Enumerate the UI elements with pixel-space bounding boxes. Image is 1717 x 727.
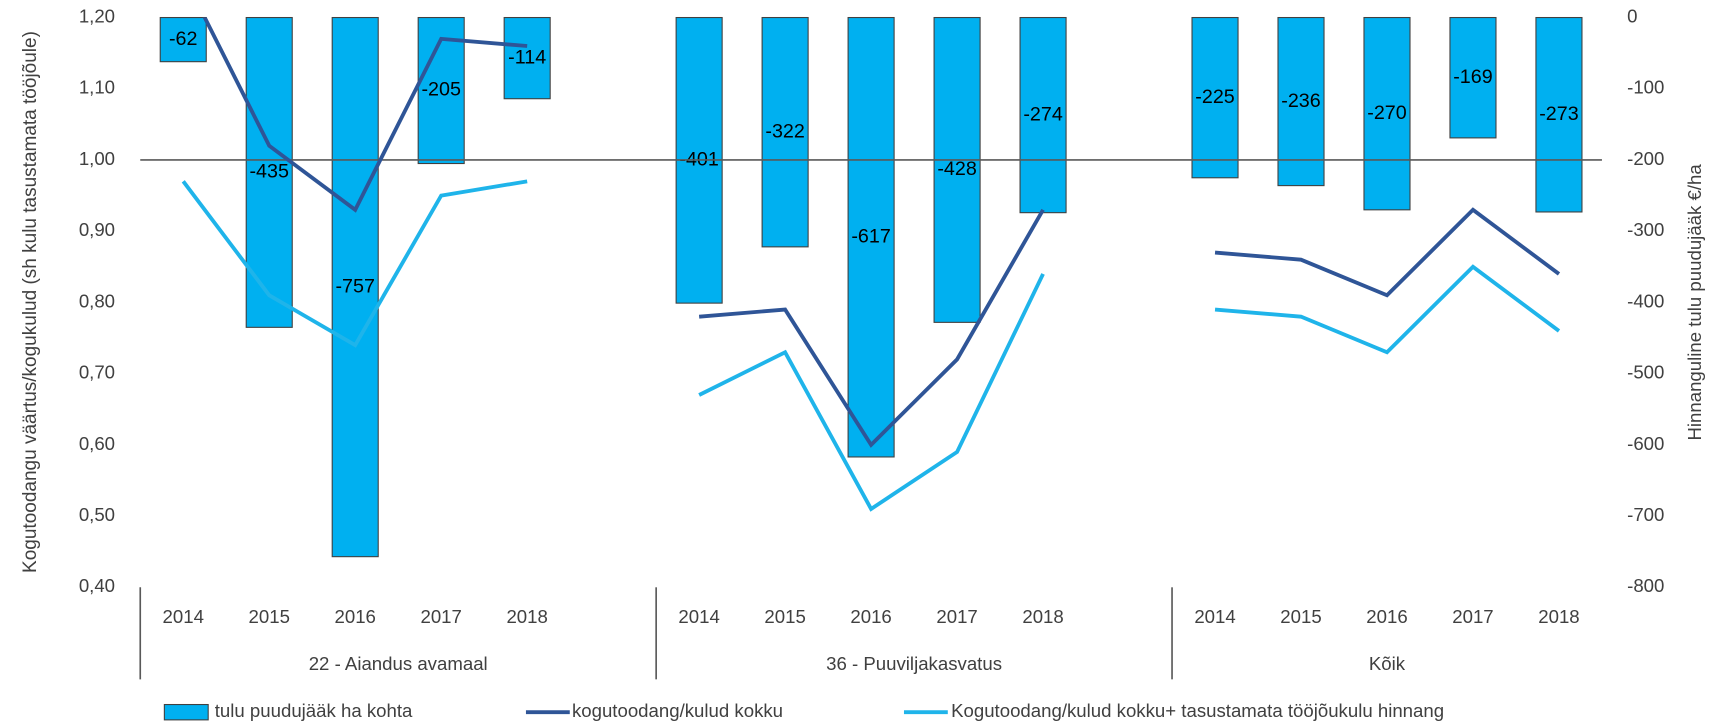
y-tick-label: 0,90: [79, 219, 115, 240]
y2-tick-label: 0: [1627, 5, 1637, 26]
x-tick-label: 2016: [335, 606, 376, 627]
bar: [159, 16, 207, 63]
bar: [503, 16, 551, 100]
x-tick-label: 2015: [1280, 606, 1321, 627]
data-label: -270: [1367, 102, 1407, 124]
bar: [1449, 16, 1497, 139]
y2-tick-label: -800: [1627, 575, 1664, 596]
legend-label: Kogutoodang/kulud kokku+ tasustamata töö…: [951, 700, 1444, 721]
x-tick-label: 2018: [1022, 606, 1063, 627]
data-label: -428: [937, 158, 977, 180]
y-tick-label: 0,60: [79, 433, 115, 454]
bar: [1363, 16, 1411, 211]
x-tick-label: 2014: [163, 606, 204, 627]
y-tick-label: 1,00: [79, 148, 115, 169]
x-tick-label: 2015: [764, 606, 805, 627]
y2-tick-label: -600: [1627, 433, 1664, 454]
bar: [847, 16, 895, 458]
data-label: -274: [1023, 103, 1063, 125]
data-label: -757: [335, 275, 374, 297]
data-label: -435: [249, 161, 289, 183]
bar: [1277, 16, 1325, 187]
y2-tick-label: -700: [1627, 504, 1664, 525]
data-label: -236: [1281, 90, 1321, 112]
legend-label: tulu puudujääk ha kohta: [215, 700, 413, 721]
group-label: Kõik: [1369, 653, 1406, 674]
bar: [933, 16, 981, 323]
group-label: 36 - Puuviljakasvatus: [826, 653, 1002, 674]
x-tick-label: 2017: [936, 606, 977, 627]
group-label: 22 - Aiandus avamaal: [309, 653, 488, 674]
x-tick-label: 2014: [1194, 606, 1235, 627]
y2-tick-label: -200: [1627, 148, 1664, 169]
x-tick-label: 2017: [1452, 606, 1493, 627]
bar: [1191, 16, 1239, 179]
y-tick-label: 0,80: [79, 290, 115, 311]
data-label: -114: [508, 46, 546, 68]
data-label: -322: [765, 120, 804, 142]
bar: [761, 16, 809, 248]
x-tick-label: 2018: [506, 606, 547, 627]
x-tick-label: 2016: [850, 606, 891, 627]
x-tick-label: 2014: [678, 606, 719, 627]
y-tick-label: 0,70: [79, 362, 115, 383]
line: [202, 17, 1561, 448]
x-tick-label: 2018: [1538, 606, 1579, 627]
x-tick-label: 2016: [1366, 606, 1407, 627]
y2-axis-title: Hinnanguline tulu puudujääk €/ha: [1684, 164, 1705, 441]
line: [181, 179, 1561, 512]
y2-tick-label: -300: [1627, 219, 1664, 240]
y2-tick-label: -100: [1627, 77, 1664, 98]
data-label: -273: [1539, 103, 1579, 125]
bar: [331, 16, 379, 558]
y-tick-label: 1,20: [79, 5, 115, 26]
x-tick-label: 2017: [420, 606, 461, 627]
data-label: -205: [421, 79, 461, 101]
y2-tick-label: -500: [1627, 362, 1664, 383]
y-tick-label: 1,10: [79, 77, 115, 98]
y2-tick-label: -400: [1627, 290, 1664, 311]
y-tick-label: 0,40: [79, 575, 115, 596]
bar: [1535, 16, 1583, 213]
y-tick-label: 0,50: [79, 504, 115, 525]
legend-label: kogutoodang/kulud kokku: [572, 700, 783, 721]
data-label: -617: [851, 225, 890, 247]
x-tick-label: 2015: [249, 606, 290, 627]
data-label: -62: [169, 28, 198, 50]
legend-swatch: [163, 703, 209, 721]
data-label: -225: [1195, 86, 1235, 108]
data-label: -169: [1453, 66, 1493, 88]
